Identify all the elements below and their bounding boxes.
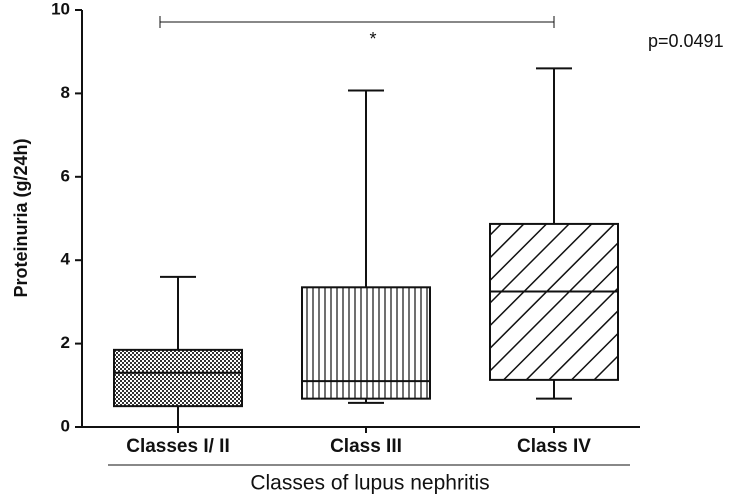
y-axis-title: Proteinuria (g/24h) <box>11 138 31 297</box>
y-tick-label: 8 <box>61 83 70 102</box>
box <box>113 348 243 408</box>
x-tick-label: Classes I/ II <box>126 436 230 457</box>
x-tick-label: Class IV <box>517 436 591 457</box>
y-tick-label: 4 <box>61 250 71 269</box>
x-tick-label: Class III <box>330 436 402 457</box>
y-tick-label: 0 <box>61 416 70 435</box>
p-value: p=0.0491 <box>648 31 724 51</box>
y-tick-label: 10 <box>51 0 70 18</box>
x-axis-title: Classes of lupus nephritis <box>250 472 489 495</box>
y-tick-label: 2 <box>61 333 70 352</box>
significance-label: * <box>369 29 376 49</box>
box <box>301 286 431 400</box>
box <box>489 222 619 381</box>
y-tick-label: 6 <box>61 166 70 185</box>
